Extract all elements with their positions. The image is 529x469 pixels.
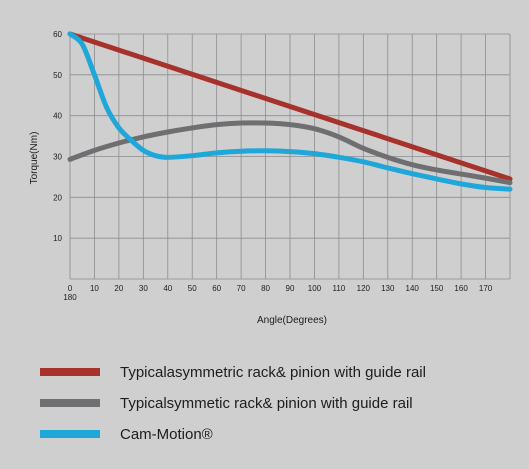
series-line-symmetric xyxy=(67,120,513,186)
x-tick-label-8: 80 xyxy=(261,284,270,293)
legend-label-asymmetric: Typicalasymmetric rack& pinion with guid… xyxy=(120,363,426,381)
tick-labels: 10 20 30 40 50 60 0 10 20 30 40 50 60 70 80 90 100 110 120… xyxy=(53,30,493,302)
legend-item-asymmetric: Typicalasymmetric rack& pinion with guid… xyxy=(40,360,426,384)
y-tick-label-0: 10 xyxy=(53,234,62,243)
x-tick-label-4: 40 xyxy=(163,284,172,293)
x-tick-label-end: 180 xyxy=(63,293,77,302)
x-tick-label-17: 170 xyxy=(479,284,493,293)
x-tick-label-3: 30 xyxy=(139,284,148,293)
y-axis-title: Torque(Nm) xyxy=(29,132,40,185)
x-tick-label-11: 110 xyxy=(333,284,346,293)
legend-item-cam-motion: Cam-Motion® xyxy=(40,422,213,446)
x-tick-label-6: 60 xyxy=(212,284,221,293)
x-tick-label-13: 130 xyxy=(381,284,395,293)
y-tick-label-1: 20 xyxy=(53,193,62,202)
y-tick-label-2: 30 xyxy=(53,153,62,162)
x-tick-label-16: 160 xyxy=(454,284,468,293)
y-tick-label-3: 40 xyxy=(53,112,62,121)
x-tick-label-5: 50 xyxy=(188,284,197,293)
x-tick-label-12: 120 xyxy=(357,284,371,293)
torque-angle-line-chart: 10 20 30 40 50 60 0 10 20 30 40 50 60 70 80 90 100 110 120… xyxy=(29,30,513,326)
legend-item-symmetric: Typicalsymmetic rack& pinion with guide … xyxy=(40,391,413,415)
x-axis-title: Angle(Degrees) xyxy=(257,315,327,326)
legend-swatch-gray xyxy=(40,399,100,407)
legend-swatch-red xyxy=(40,368,100,376)
x-tick-label-0: 0 xyxy=(68,284,73,293)
series-line-cam-motion xyxy=(67,31,513,192)
x-tick-label-15: 150 xyxy=(430,284,444,293)
x-tick-label-9: 90 xyxy=(286,284,295,293)
legend-label-symmetric: Typicalsymmetic rack& pinion with guide … xyxy=(120,394,413,412)
legend-swatch-blue xyxy=(40,430,100,438)
x-tick-label-2: 20 xyxy=(114,284,123,293)
x-tick-label-14: 140 xyxy=(406,284,420,293)
series-lines xyxy=(67,31,513,192)
x-tick-label-7: 70 xyxy=(237,284,246,293)
y-tick-label-4: 50 xyxy=(53,71,62,80)
legend-label-cam-motion: Cam-Motion® xyxy=(120,425,213,443)
x-tick-label-10: 100 xyxy=(308,284,322,293)
series-line-asymmetric xyxy=(67,31,513,182)
x-tick-label-1: 10 xyxy=(90,284,99,293)
y-tick-label-5: 60 xyxy=(53,30,62,39)
